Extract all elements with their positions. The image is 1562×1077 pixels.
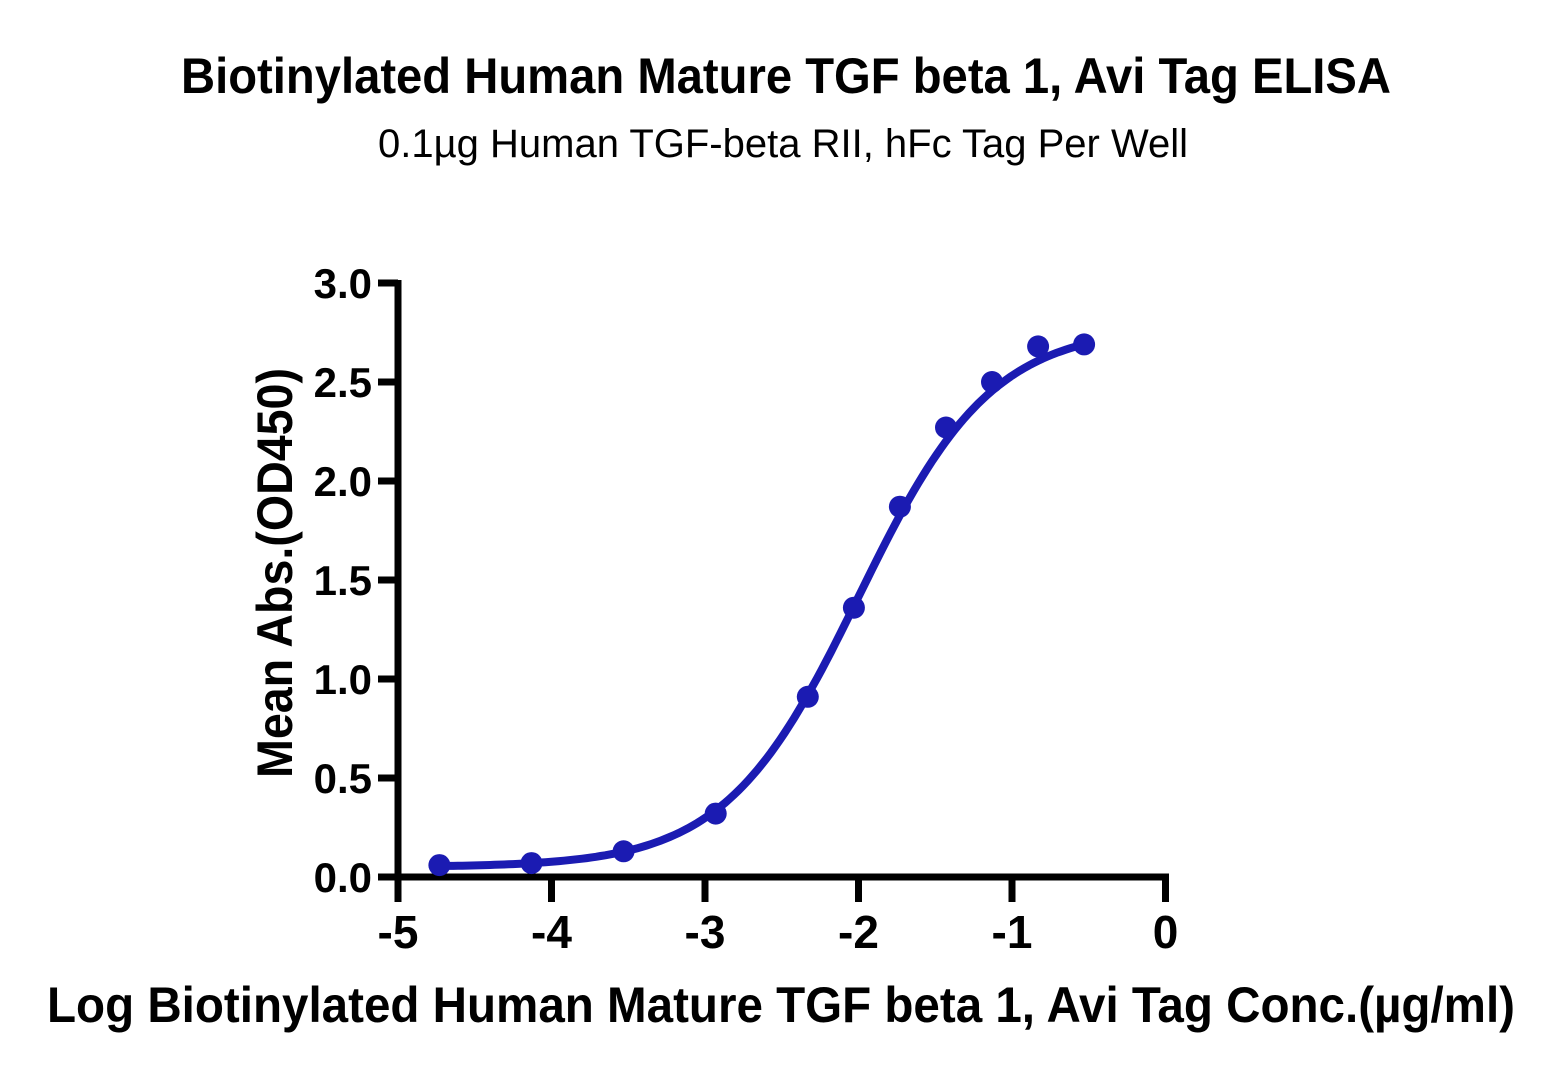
y-tick-label: 2.5 xyxy=(314,359,372,406)
y-tick-label: 2.0 xyxy=(314,458,372,505)
x-tick-label: -3 xyxy=(685,906,726,958)
data-point xyxy=(428,854,451,877)
x-axis-label: Log Biotinylated Human Mature TGF beta 1… xyxy=(47,977,1515,1033)
x-tick-label: 0 xyxy=(1153,906,1179,958)
axis-ticks xyxy=(378,279,1169,902)
y-axis-label: Mean Abs.(OD450) xyxy=(247,368,303,778)
data-point xyxy=(842,596,865,619)
fit-curve xyxy=(435,340,1089,871)
chart-subtitle: 0.1µg Human TGF-beta RII, hFc Tag Per We… xyxy=(378,122,1188,166)
y-tick-label: 1.5 xyxy=(314,557,372,604)
data-point xyxy=(520,852,543,875)
axes xyxy=(394,280,1169,881)
x-tick-label: -4 xyxy=(531,906,572,958)
data-point xyxy=(981,371,1003,393)
plot-area xyxy=(428,333,1096,877)
data-point xyxy=(796,685,819,708)
y-tick-label: 0.5 xyxy=(314,755,372,802)
chart-title: Biotinylated Human Mature TGF beta 1, Av… xyxy=(181,48,1391,104)
y-tick-label: 3.0 xyxy=(314,260,372,307)
data-point xyxy=(935,416,957,439)
data-point xyxy=(1027,335,1050,358)
x-tick-label: -5 xyxy=(378,906,419,958)
tick-labels: 0.0 0.5 1.0 1.5 2.0 2.5 3.0 -5 -4 -3 -2 -1 0 xyxy=(314,260,1179,958)
data-point xyxy=(1073,333,1096,356)
y-tick-label: 1.0 xyxy=(314,656,372,703)
x-tick-label: -1 xyxy=(992,906,1033,958)
data-point xyxy=(888,495,911,518)
data-point xyxy=(612,840,635,863)
y-tick-label: 0.0 xyxy=(314,854,372,901)
x-tick-label: -2 xyxy=(838,906,879,958)
data-point xyxy=(704,802,727,825)
